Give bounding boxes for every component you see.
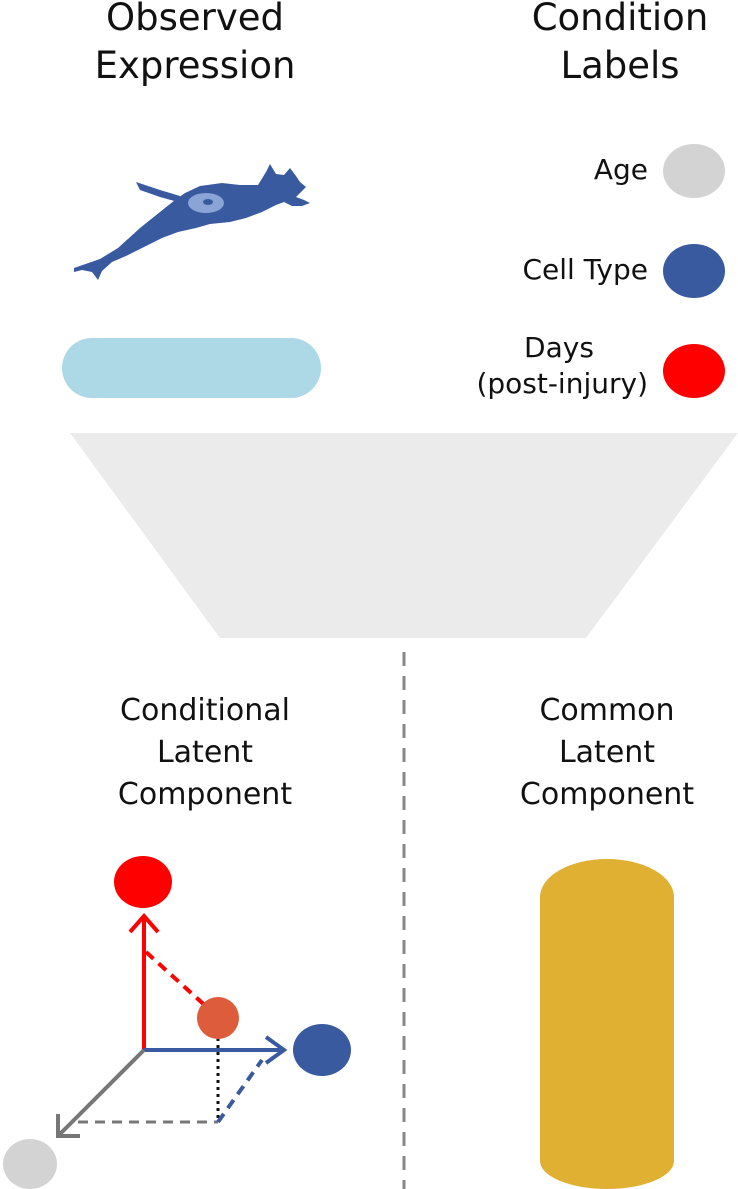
common-latent-cylinder [540, 859, 674, 1189]
age-axis-arrowhead [56, 1114, 80, 1138]
days-latent-circle [114, 856, 172, 908]
cell-body [74, 164, 310, 280]
label-age: Age [593, 153, 648, 186]
blue-dashed-projection [216, 1058, 264, 1124]
latent-point [197, 997, 239, 1039]
cell-icon [74, 164, 310, 280]
age-latent-circle [3, 1139, 57, 1189]
condition-labels-heading: Condition Labels [531, 0, 709, 87]
expression-bar [62, 338, 321, 398]
encoder-funnel [70, 433, 738, 638]
days-circle [663, 344, 725, 398]
nucleolus [203, 199, 213, 205]
observed-expression-heading: Observed Expression [94, 0, 296, 87]
red-projection [144, 950, 212, 1012]
label-days: Days (post-injury) [476, 331, 648, 400]
conditional-latent-heading: Conditional Latent Component [117, 693, 293, 812]
cell-type-axis-arrowhead [264, 1035, 288, 1065]
common-latent-heading: Common Latent Component [519, 693, 695, 812]
days-axis-arrowhead [128, 912, 160, 934]
label-cell-type: Cell Type [522, 253, 648, 286]
cell-protrusion [136, 182, 180, 202]
age-axis [56, 1048, 146, 1138]
cell-type-latent-circle [293, 1024, 351, 1076]
cell-type-circle [663, 244, 725, 298]
latent-axes [56, 912, 288, 1138]
age-circle [663, 144, 725, 198]
